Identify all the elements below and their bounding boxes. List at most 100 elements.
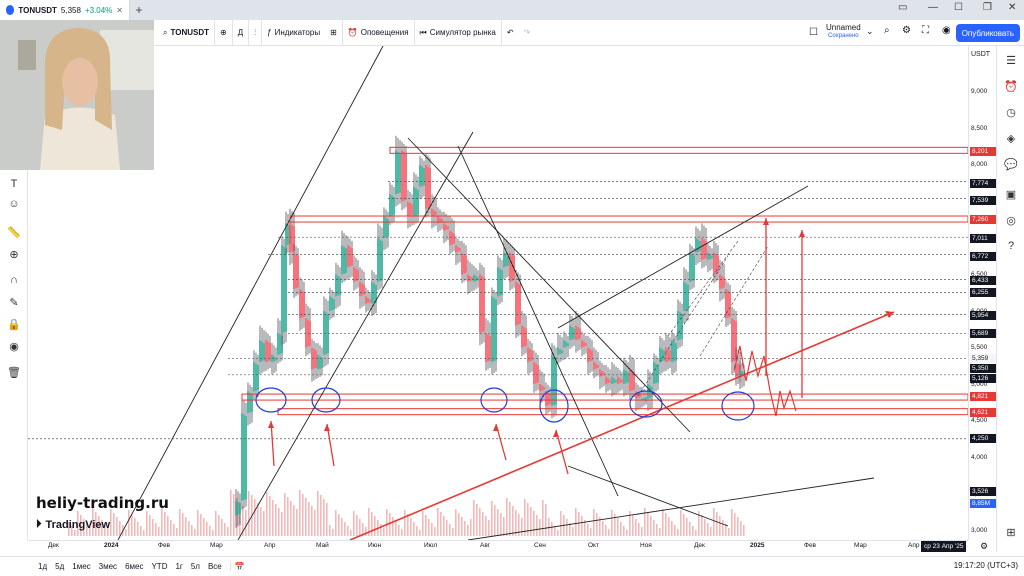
candle-body bbox=[529, 348, 531, 362]
indicators-button[interactable]: ƒ Индикаторы bbox=[261, 19, 325, 46]
layout-icon[interactable]: ☐ bbox=[809, 27, 818, 38]
volume-bar bbox=[551, 522, 553, 536]
time-tick: 2024 bbox=[104, 542, 119, 549]
date-range-icon[interactable]: 📅 bbox=[229, 562, 249, 571]
camera-icon[interactable]: ◉ bbox=[942, 25, 951, 36]
axis-settings-icon[interactable]: ⚙ bbox=[980, 541, 989, 551]
redo-button[interactable]: ↷ bbox=[519, 20, 536, 46]
minimize-icon[interactable]: — bbox=[928, 2, 938, 13]
new-tab-icon[interactable]: + bbox=[135, 3, 143, 17]
dashed-channel-line bbox=[699, 245, 769, 357]
alerts-icon[interactable]: ⏰ bbox=[1004, 81, 1018, 93]
quick-search-icon[interactable]: ⌕ bbox=[884, 25, 890, 36]
indicators-label: Индикаторы bbox=[274, 28, 321, 37]
range-button[interactable]: 1мес bbox=[72, 562, 91, 571]
chat-icon[interactable]: 💬 bbox=[1004, 159, 1018, 171]
chart-type-button[interactable]: ⫶ bbox=[248, 19, 261, 46]
close-tab-icon[interactable]: ✕ bbox=[116, 5, 123, 15]
range-button[interactable]: 1д bbox=[38, 562, 48, 571]
chevron-down-icon[interactable]: ⌄ bbox=[866, 26, 874, 36]
volume-bar bbox=[620, 522, 622, 536]
close-window-icon[interactable]: ✕ bbox=[1008, 2, 1017, 13]
ideas-icon[interactable]: ▣ bbox=[1005, 189, 1017, 201]
grid-icon[interactable]: ⊞ bbox=[1006, 527, 1016, 539]
candle-body bbox=[615, 379, 617, 383]
trend-line bbox=[567, 465, 729, 527]
currency-label[interactable]: USDT bbox=[971, 51, 991, 58]
price-tag: 7,539 bbox=[970, 196, 996, 205]
layout-name[interactable]: Unnamed Сохранено bbox=[826, 23, 861, 41]
zoom-in-icon[interactable]: ⊕ bbox=[9, 249, 19, 261]
price-tag: 5,954 bbox=[970, 311, 996, 320]
candle-body bbox=[451, 232, 453, 245]
candle-body bbox=[267, 341, 269, 362]
candle-body bbox=[699, 240, 701, 252]
eye-icon[interactable]: ◉ bbox=[9, 341, 19, 353]
volume-bar bbox=[581, 516, 583, 536]
ruler-icon[interactable]: 📏 bbox=[7, 227, 21, 239]
help-icon[interactable]: ? bbox=[1007, 240, 1015, 252]
replay-button[interactable]: ⏮ Симулятор рынка bbox=[413, 19, 501, 46]
candle-body bbox=[287, 224, 289, 245]
volume-bar bbox=[650, 516, 652, 536]
streams-icon[interactable]: ◎ bbox=[1006, 215, 1016, 227]
chart-tab[interactable]: TONUSDT 5,358 +3.04% ✕ bbox=[0, 0, 130, 20]
range-button[interactable]: Все bbox=[207, 562, 222, 571]
volume-bar bbox=[110, 509, 112, 536]
volume-bar bbox=[179, 509, 181, 536]
volume-bar bbox=[482, 512, 484, 536]
maximize-icon[interactable]: ☐ bbox=[954, 2, 963, 13]
text-tool-icon[interactable]: T bbox=[10, 178, 18, 190]
price-axis[interactable]: USDT 9,0008,5008,0007,5007,0006,5006,000… bbox=[968, 46, 996, 540]
candle-body bbox=[603, 372, 605, 376]
candle-body bbox=[369, 299, 371, 303]
price-chart[interactable] bbox=[28, 46, 968, 540]
layers-icon[interactable]: ◈ bbox=[1006, 133, 1016, 145]
watchlist-icon[interactable]: ☰ bbox=[1006, 55, 1016, 67]
range-button[interactable]: 1г bbox=[175, 562, 183, 571]
range-button[interactable]: 5л bbox=[190, 562, 200, 571]
trash-icon[interactable]: 🗑 bbox=[7, 367, 21, 379]
candle-body bbox=[477, 277, 479, 281]
range-button[interactable]: 5д bbox=[55, 562, 65, 571]
volume-bar bbox=[479, 508, 481, 536]
lock-drawing-icon[interactable]: ✎ bbox=[9, 297, 19, 309]
volume-bar bbox=[590, 528, 592, 536]
red-arrow bbox=[270, 420, 275, 467]
candle-body bbox=[447, 226, 449, 230]
restore-icon[interactable]: ❐ bbox=[983, 2, 992, 13]
volume-bar bbox=[302, 494, 304, 536]
candle-body bbox=[459, 248, 461, 252]
clock[interactable]: 19:17:20 (UTC+3) bbox=[953, 561, 1018, 570]
volume-bar bbox=[722, 520, 724, 536]
emoji-icon[interactable]: ☺ bbox=[8, 198, 20, 210]
time-tick: Окт bbox=[588, 542, 599, 549]
lock-icon[interactable]: 🔒 bbox=[7, 319, 21, 331]
price-tag: 8,85M bbox=[970, 499, 996, 508]
candle-body bbox=[411, 204, 413, 215]
time-axis[interactable]: Дек 2024 Фев Мар Апр Май Июн Июл Авг Сен Окт Ноя Дек… bbox=[28, 540, 968, 552]
range-button[interactable]: 3мес bbox=[98, 562, 118, 571]
symbol-search[interactable]: ⌕ TONUSDT bbox=[158, 20, 214, 46]
volume-bar bbox=[152, 519, 154, 536]
candle-body bbox=[273, 356, 275, 362]
templates-button[interactable]: ⊞ bbox=[325, 20, 342, 46]
undo-button[interactable]: ↶ bbox=[500, 19, 519, 46]
data-window-icon[interactable]: ◷ bbox=[1006, 107, 1016, 119]
candle-body bbox=[437, 216, 439, 224]
range-button[interactable]: YTD bbox=[151, 562, 168, 571]
settings-icon[interactable]: ⚙ bbox=[902, 25, 911, 36]
interval-button[interactable]: Д bbox=[231, 19, 248, 46]
volume-bar bbox=[713, 508, 715, 536]
compare-button[interactable]: ⊕ bbox=[214, 19, 232, 46]
range-button[interactable]: 6мес bbox=[125, 562, 144, 571]
candle-body bbox=[435, 211, 437, 215]
fullscreen-icon[interactable]: ⛶ bbox=[922, 25, 929, 36]
alerts-button[interactable]: ⏰ Оповещения bbox=[341, 19, 414, 46]
publish-button[interactable]: Опубликовать bbox=[955, 24, 1020, 42]
window-layout-icon[interactable]: ▭ bbox=[898, 2, 908, 13]
magnet-icon[interactable]: ∩ bbox=[10, 274, 18, 286]
candle-body bbox=[687, 284, 689, 310]
candle-body bbox=[639, 394, 641, 398]
volume-bar bbox=[458, 513, 460, 536]
